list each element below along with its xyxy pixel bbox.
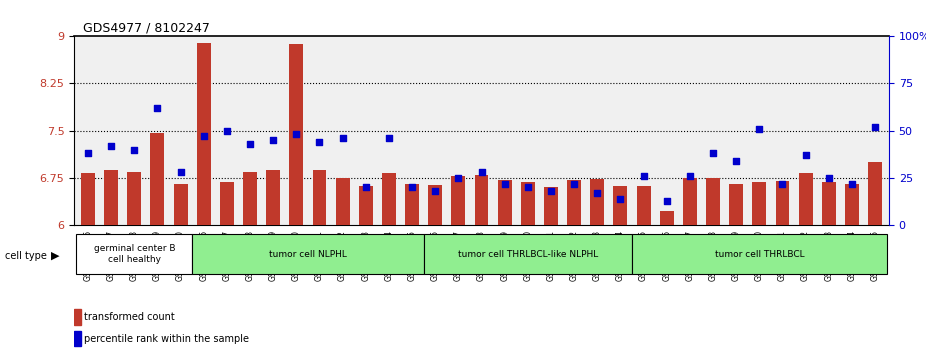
Point [497,181,512,187]
Point [127,147,142,152]
Bar [590,179,604,225]
Point [382,135,396,141]
Bar [845,184,858,225]
Point [775,181,790,187]
Point [821,175,836,181]
Bar [219,182,233,225]
Bar [104,170,119,225]
Bar [428,185,442,225]
Point [520,184,535,190]
Point [474,169,489,175]
Text: tumor cell THRLBCL: tumor cell THRLBCL [715,250,804,258]
FancyBboxPatch shape [76,234,193,274]
Point [567,181,582,187]
Bar [798,174,812,225]
Bar [775,181,789,225]
Bar [312,170,326,225]
Bar [659,211,673,225]
Bar [497,180,511,225]
Point [104,143,119,149]
Point [428,188,443,194]
Point [659,197,674,203]
Bar [243,172,257,225]
Point [289,131,304,137]
Bar [613,186,627,225]
FancyBboxPatch shape [632,234,886,274]
Bar [474,175,488,225]
Point [590,190,605,196]
Bar [821,182,835,225]
Point [752,126,767,132]
Bar [289,44,303,225]
Text: transformed count: transformed count [84,312,175,322]
Point [335,135,350,141]
Bar [544,187,557,225]
Point [706,150,720,156]
Point [682,173,697,179]
Bar [81,174,95,225]
Bar [567,180,581,225]
Bar [636,186,650,225]
Point [266,137,281,143]
Point [798,152,813,158]
Point [451,175,466,181]
Text: ▶: ▶ [51,251,59,261]
Text: tumor cell THRLBCL-like NLPHL: tumor cell THRLBCL-like NLPHL [457,250,598,258]
Bar [868,162,882,225]
Point [81,150,95,156]
Bar [266,170,280,225]
Bar [405,184,419,225]
Point [729,158,744,164]
Point [636,173,651,179]
Bar [682,178,696,225]
Point [243,141,257,147]
Text: GDS4977 / 8102247: GDS4977 / 8102247 [83,22,210,35]
Bar [173,184,187,225]
Bar [196,42,210,225]
Point [196,134,211,139]
Point [868,124,882,130]
FancyBboxPatch shape [424,234,632,274]
Point [219,128,234,134]
Point [312,139,327,145]
Bar [358,186,372,225]
Point [173,169,188,175]
Point [405,184,419,190]
Bar [74,331,81,346]
Text: germinal center B
cell healthy: germinal center B cell healthy [94,244,175,264]
Point [845,181,859,187]
Bar [150,133,164,225]
Bar [729,184,743,225]
Text: tumor cell NLPHL: tumor cell NLPHL [269,250,347,258]
Text: percentile rank within the sample: percentile rank within the sample [84,334,249,344]
Point [150,105,165,111]
Bar [335,178,349,225]
Bar [382,174,395,225]
Bar [74,309,81,325]
Bar [451,176,465,225]
Bar [520,182,534,225]
Point [544,188,558,194]
FancyBboxPatch shape [193,234,424,274]
Bar [127,172,141,225]
Point [613,196,628,201]
Bar [706,178,720,225]
Bar [752,182,766,225]
Text: cell type: cell type [5,251,46,261]
Point [358,184,373,190]
